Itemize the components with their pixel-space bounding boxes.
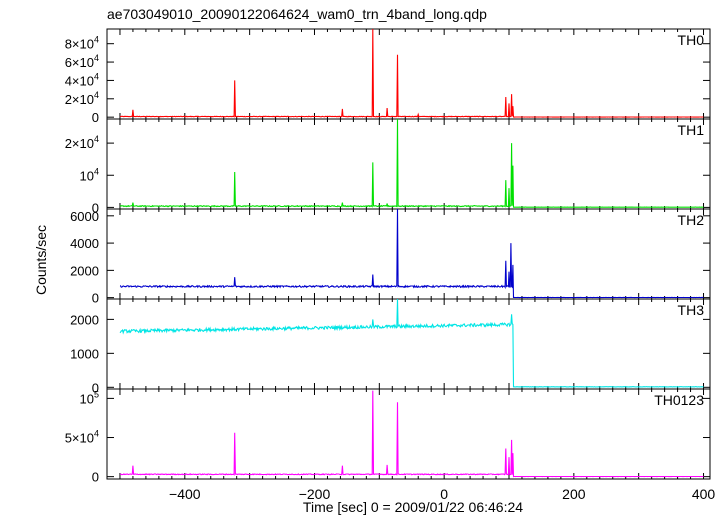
panel-frame: [106, 388, 711, 480]
y-tick-label: 6000: [70, 209, 99, 224]
panel-th0123: 0 5×104 105 TH0123: [65, 388, 711, 485]
chart-title: ae703049010_20090122064624_wam0_trn_4ban…: [107, 6, 487, 22]
series-line-th1: [119, 118, 704, 208]
y-tick-label: 0: [92, 470, 99, 485]
x-axis-label: Time [sec] 0 = 2009/01/22 06:46:24: [303, 499, 523, 515]
y-tick-label: 5×104: [65, 429, 99, 446]
panel-label: TH0: [678, 32, 705, 48]
y-tick-label: 8×104: [65, 35, 99, 52]
y-tick-label: 105: [80, 389, 99, 406]
series-line-th3: [119, 298, 704, 388]
y-tick-label: 1000: [70, 346, 99, 361]
y-tick-label: 4×104: [65, 71, 99, 88]
panel-label: TH3: [678, 302, 705, 318]
panel-frame: [106, 298, 711, 390]
x-tick-label: 400: [692, 486, 716, 502]
x-tick-label: 200: [562, 486, 586, 502]
x-tick-label: −200: [299, 486, 331, 502]
series-line-th0123: [119, 390, 704, 478]
panel-label: TH1: [678, 122, 705, 138]
panel-frame: [106, 118, 711, 210]
y-tick-label: 2×104: [65, 90, 99, 107]
y-tick-label: 2000: [70, 312, 99, 327]
y-axis-label: Counts/sec: [33, 225, 49, 295]
x-tick-label: −400: [169, 486, 201, 502]
series-line-th2: [119, 208, 704, 299]
y-tick-label: 104: [80, 166, 99, 183]
y-tick-label: 4000: [70, 236, 99, 251]
y-tick-label: 2000: [70, 263, 99, 278]
x-tick-label: 0: [440, 486, 448, 502]
y-tick-label: 0: [92, 110, 99, 125]
panel-th2: 0 2000 4000 6000 TH2: [70, 208, 711, 306]
y-tick-label: 0: [92, 291, 99, 306]
panel-th3: 0 1000 2000 TH3: [70, 298, 711, 395]
y-tick-label: 2×104: [65, 134, 99, 151]
y-tick-label: 0: [92, 200, 99, 215]
panel-th1: 0 104 2×104 TH1: [65, 118, 711, 215]
panel-label: TH0123: [654, 392, 704, 408]
panel-label: TH2: [678, 212, 705, 228]
panel-frame: [106, 28, 711, 120]
series-line-th0: [119, 28, 704, 118]
y-tick-label: 6×104: [65, 53, 99, 70]
y-tick-label: 0: [92, 380, 99, 395]
